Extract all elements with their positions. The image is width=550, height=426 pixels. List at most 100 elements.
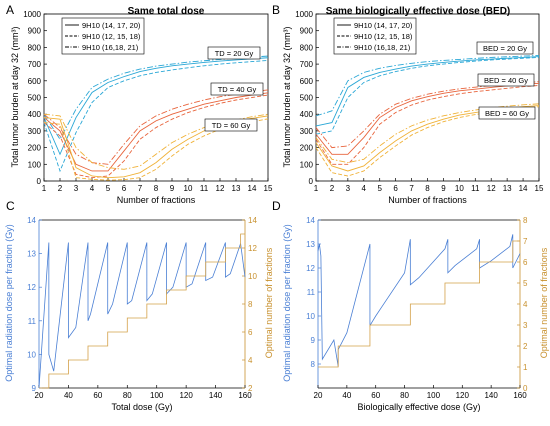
x-tick-label: 9 xyxy=(170,184,175,193)
x-tick-label: 160 xyxy=(513,391,527,400)
chart-panel-B: B Same biologically effective dose (BED) 1… xyxy=(272,3,544,205)
y-axis-label: Total tumor burden at day 32 (mm³) xyxy=(282,26,292,167)
x-tick-label: 20 xyxy=(35,391,44,400)
x-tick-label: 5 xyxy=(377,184,382,193)
x-tick-label: 60 xyxy=(371,391,380,400)
dose-per-fraction-line xyxy=(317,234,521,367)
legend-label: 9H10 (16,18, 21) xyxy=(82,43,139,52)
chart-title: Same biologically effective dose (BED) xyxy=(326,6,511,17)
y-right-tick-label: 6 xyxy=(248,328,253,337)
series-line-3 xyxy=(315,54,540,117)
x-tick-label: 15 xyxy=(264,184,273,193)
x-axis-label: Biologically effective dose (Gy) xyxy=(358,402,481,412)
chart-title: Same total dose xyxy=(128,6,205,17)
x-tick-label: 80 xyxy=(123,391,132,400)
y-right-tick-label: 10 xyxy=(248,272,257,281)
y-tick-label: 600 xyxy=(28,77,42,86)
x-tick-label: 15 xyxy=(535,184,544,193)
y-tick-label: 300 xyxy=(28,127,42,136)
annotation-box xyxy=(477,73,535,87)
series-line-1 xyxy=(43,57,269,156)
x-tick-label: 12 xyxy=(216,184,225,193)
y-tick-label: 900 xyxy=(28,27,42,36)
x-tick-label: 120 xyxy=(179,391,193,400)
annotation-box xyxy=(476,41,534,55)
dose-per-fraction-line xyxy=(38,242,246,389)
series-line-4 xyxy=(43,92,269,172)
y-right-tick-label: 2 xyxy=(248,384,253,393)
annotation-box xyxy=(210,82,264,96)
y-tick-label: 500 xyxy=(28,94,42,103)
legend-label: 9H10 (14, 17, 20) xyxy=(82,21,141,30)
x-tick-label: 4 xyxy=(362,184,367,193)
x-tick-label: 13 xyxy=(503,184,512,193)
y-tick-label: 700 xyxy=(28,60,42,69)
x-tick-label: 80 xyxy=(400,391,409,400)
y-right-tick-label: 0 xyxy=(523,384,528,393)
y-right-tick-label: 8 xyxy=(248,300,253,309)
y-left-axis-label: Optimal radiation dose per fraction (Gy) xyxy=(4,224,14,382)
y-right-tick-label: 12 xyxy=(248,244,257,253)
y-right-tick-label: 3 xyxy=(523,321,528,330)
panel-letter: C xyxy=(6,199,15,213)
x-tick-label: 140 xyxy=(209,391,223,400)
x-tick-label: 3 xyxy=(346,184,351,193)
y-left-tick-label: 9 xyxy=(32,384,37,393)
y-tick-label: 200 xyxy=(28,144,42,153)
annotation-label: BED = 60 Gy xyxy=(485,109,529,118)
series-line-2 xyxy=(43,59,269,173)
x-tick-label: 60 xyxy=(93,391,102,400)
x-tick-label: 10 xyxy=(184,184,193,193)
y-tick-label: 100 xyxy=(28,160,42,169)
chart-panel-C: C 20 40 60 80 100 120 140 160 9 10 11 12 13 14 2 4 6 8 10 12… xyxy=(4,199,274,412)
y-left-tick-label: 11 xyxy=(307,288,316,297)
chart-panel-D: D20 40 60 80 100 120 140 1608910111213140123456… xyxy=(272,199,549,412)
y-tick-label: 700 xyxy=(300,60,314,69)
x-tick-label: 5 xyxy=(106,184,111,193)
x-tick-label: 3 xyxy=(74,184,79,193)
y-right-tick-label: 4 xyxy=(248,356,253,365)
x-tick-label: 7 xyxy=(138,184,143,193)
annotation-label: BED = 20 Gy xyxy=(483,44,527,53)
y-tick-label: 200 xyxy=(300,144,314,153)
y-tick-label: 0 xyxy=(309,177,314,186)
x-tick-label: 14 xyxy=(248,184,257,193)
annotation-box xyxy=(204,118,258,132)
x-tick-label: 7 xyxy=(409,184,414,193)
y-left-tick-label: 10 xyxy=(306,312,315,321)
y-left-tick-label: 14 xyxy=(27,216,36,225)
x-tick-label: 6 xyxy=(122,184,127,193)
series-line-9 xyxy=(43,113,269,170)
x-tick-label: 20 xyxy=(314,391,323,400)
y-left-tick-label: 11 xyxy=(28,317,37,326)
legend-label: 9H10 (12, 15, 18) xyxy=(82,32,141,41)
x-axis-label: Number of fractions xyxy=(117,195,196,205)
series-line-1 xyxy=(315,56,540,127)
x-tick-label: 120 xyxy=(456,391,470,400)
x-tick-label: 9 xyxy=(441,184,446,193)
y-right-tick-label: 5 xyxy=(523,279,528,288)
annotation-label: TD = 20 Gy xyxy=(215,49,254,58)
x-tick-label: 140 xyxy=(484,391,498,400)
y-left-tick-label: 13 xyxy=(306,240,315,249)
x-tick-label: 14 xyxy=(519,184,528,193)
y-right-axis-label: Optimal number of fractions xyxy=(264,247,274,358)
y-tick-label: 500 xyxy=(300,94,314,103)
x-tick-label: 11 xyxy=(471,184,480,193)
annotation-box xyxy=(207,46,261,60)
legend-label: 9H10 (14, 17, 20) xyxy=(354,21,413,30)
y-right-tick-label: 6 xyxy=(523,258,528,267)
series-line-2 xyxy=(315,56,540,135)
x-tick-label: 8 xyxy=(154,184,159,193)
x-tick-label: 4 xyxy=(90,184,95,193)
y-left-tick-label: 10 xyxy=(27,350,36,359)
annotation-label: TD = 40 Gy xyxy=(218,85,257,94)
panel-letter: D xyxy=(272,199,281,213)
y-left-tick-label: 9 xyxy=(311,336,316,345)
y-right-tick-label: 8 xyxy=(523,216,528,225)
x-axis-label: Number of fractions xyxy=(388,195,467,205)
number-of-fractions-line xyxy=(39,233,245,389)
y-tick-label: 1000 xyxy=(23,10,41,19)
